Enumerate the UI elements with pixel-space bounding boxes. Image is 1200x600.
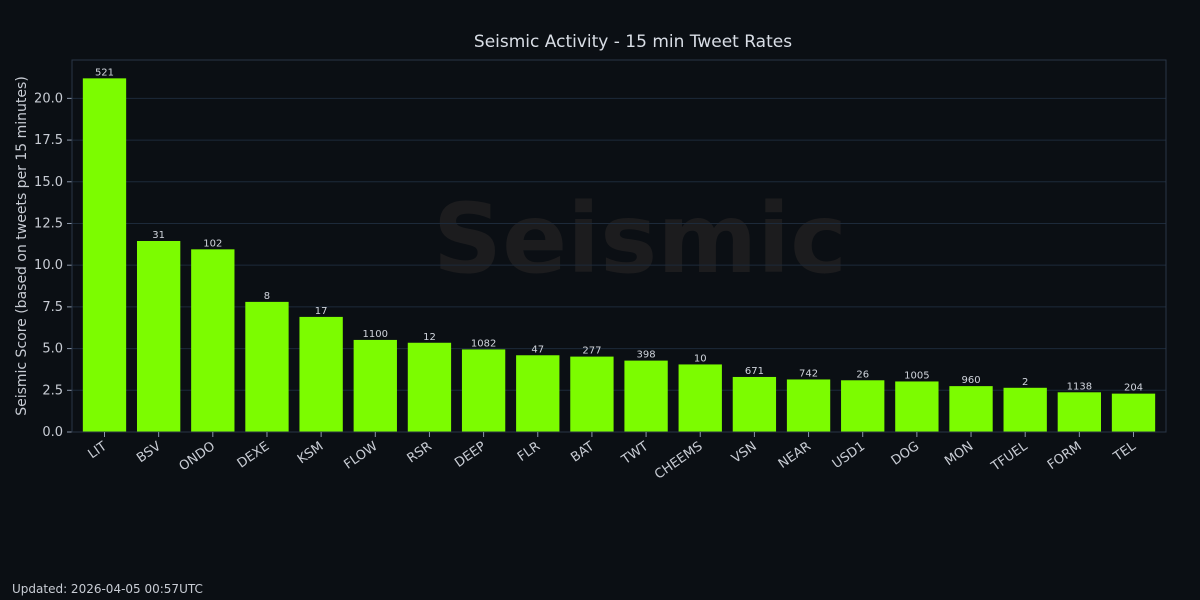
- bar-value-label: 26: [856, 369, 869, 380]
- x-tick-label: TWT: [618, 439, 651, 468]
- bar-near: [786, 379, 831, 432]
- x-tick-label: TEL: [1110, 439, 1139, 466]
- bar-dog: [895, 381, 939, 432]
- bar-deep: [461, 349, 506, 432]
- bar-value-label: 102: [203, 238, 222, 249]
- y-tick-label: 20.0: [34, 91, 63, 106]
- x-tick-label: MON: [942, 439, 976, 469]
- y-tick-label: 2.5: [42, 383, 63, 398]
- x-tick-label: FLOW: [341, 439, 380, 473]
- x-tick-label: DEXE: [235, 439, 273, 472]
- bar-mon: [949, 386, 993, 432]
- bar-flr: [516, 355, 560, 432]
- bar-ksm: [299, 316, 343, 432]
- bar-value-label: 521: [95, 67, 114, 78]
- bar-twt: [624, 360, 668, 432]
- bar-dexe: [245, 301, 289, 432]
- grid-lines: [72, 97, 1166, 433]
- bar-value-label: 17: [315, 306, 328, 317]
- bar-value-label: 204: [1124, 383, 1143, 394]
- x-tick-label: FLR: [515, 439, 543, 465]
- y-tick-label: 17.5: [34, 133, 63, 148]
- bar-value-label: 1138: [1067, 381, 1092, 392]
- x-tick-label: BSV: [134, 439, 164, 466]
- x-tick-label: NEAR: [776, 439, 814, 472]
- plot-frame: [71, 59, 1167, 433]
- chart-title: Seismic Activity - 15 min Tweet Rates: [474, 32, 792, 52]
- y-tick-label: 12.5: [34, 216, 63, 231]
- x-tick-label: DEEP: [452, 439, 489, 471]
- x-tick-label: FORM: [1045, 439, 1085, 473]
- bar-usd1: [841, 380, 885, 432]
- y-tick-label: 15.0: [34, 175, 63, 190]
- bar-value-label: 398: [637, 350, 656, 361]
- bar-value-label: 1082: [471, 338, 496, 349]
- data-labels: 521 31 102 8 17 1100 12 1082 47 277 398 10 671 742 26 1…: [95, 67, 1143, 393]
- bar-rsr: [407, 342, 452, 432]
- bar-tfuel: [1003, 387, 1047, 432]
- bar-vsn: [732, 376, 777, 432]
- bar-tel: [1111, 393, 1156, 432]
- bar-bat: [570, 356, 614, 432]
- bar-value-label: 47: [531, 344, 544, 355]
- bar-value-label: 1005: [904, 370, 929, 381]
- bar-value-label: 12: [423, 332, 436, 343]
- x-tick-label: KSM: [295, 439, 327, 467]
- bar-value-label: 1100: [363, 329, 388, 340]
- x-tick-label: VSN: [729, 439, 760, 467]
- y-tick-label: 0.0: [42, 425, 63, 440]
- bar-bsv: [136, 240, 181, 432]
- y-tick-label: 5.0: [42, 342, 63, 357]
- bar-form: [1057, 392, 1102, 432]
- bar-value-label: 277: [582, 346, 601, 357]
- y-tick-label: 10.0: [34, 258, 63, 273]
- x-tick-label: DOG: [889, 439, 922, 469]
- bar-value-label: 671: [745, 366, 764, 377]
- bar-value-label: 10: [694, 353, 707, 364]
- x-tick-label: LIT: [86, 439, 110, 462]
- bar-ondo: [191, 249, 235, 432]
- bar-cheems: [678, 364, 722, 432]
- seismic-watermark: Seismic: [433, 183, 847, 295]
- bar-lit: [82, 78, 127, 432]
- bar-flow: [353, 339, 397, 432]
- x-tick-label: USD1: [830, 439, 868, 472]
- bar-value-label: 2: [1022, 377, 1028, 388]
- bar-value-label: 742: [799, 368, 818, 379]
- bars: [82, 78, 1156, 432]
- x-tick-label: ONDO: [177, 439, 219, 474]
- x-tick-label: CHEEMS: [652, 439, 705, 483]
- bar-value-label: 960: [961, 375, 980, 386]
- y-axis-label: Seismic Score (based on tweets per 15 mi…: [14, 76, 30, 416]
- updated-timestamp: Updated: 2026-04-05 00:57UTC: [12, 582, 203, 596]
- y-tick-label: 7.5: [42, 300, 63, 315]
- x-tick-label: RSR: [405, 439, 435, 466]
- bar-value-label: 8: [264, 291, 270, 302]
- x-tick-label: TFUEL: [988, 439, 1031, 475]
- x-tick-label: BAT: [568, 439, 597, 466]
- bar-value-label: 31: [152, 230, 165, 241]
